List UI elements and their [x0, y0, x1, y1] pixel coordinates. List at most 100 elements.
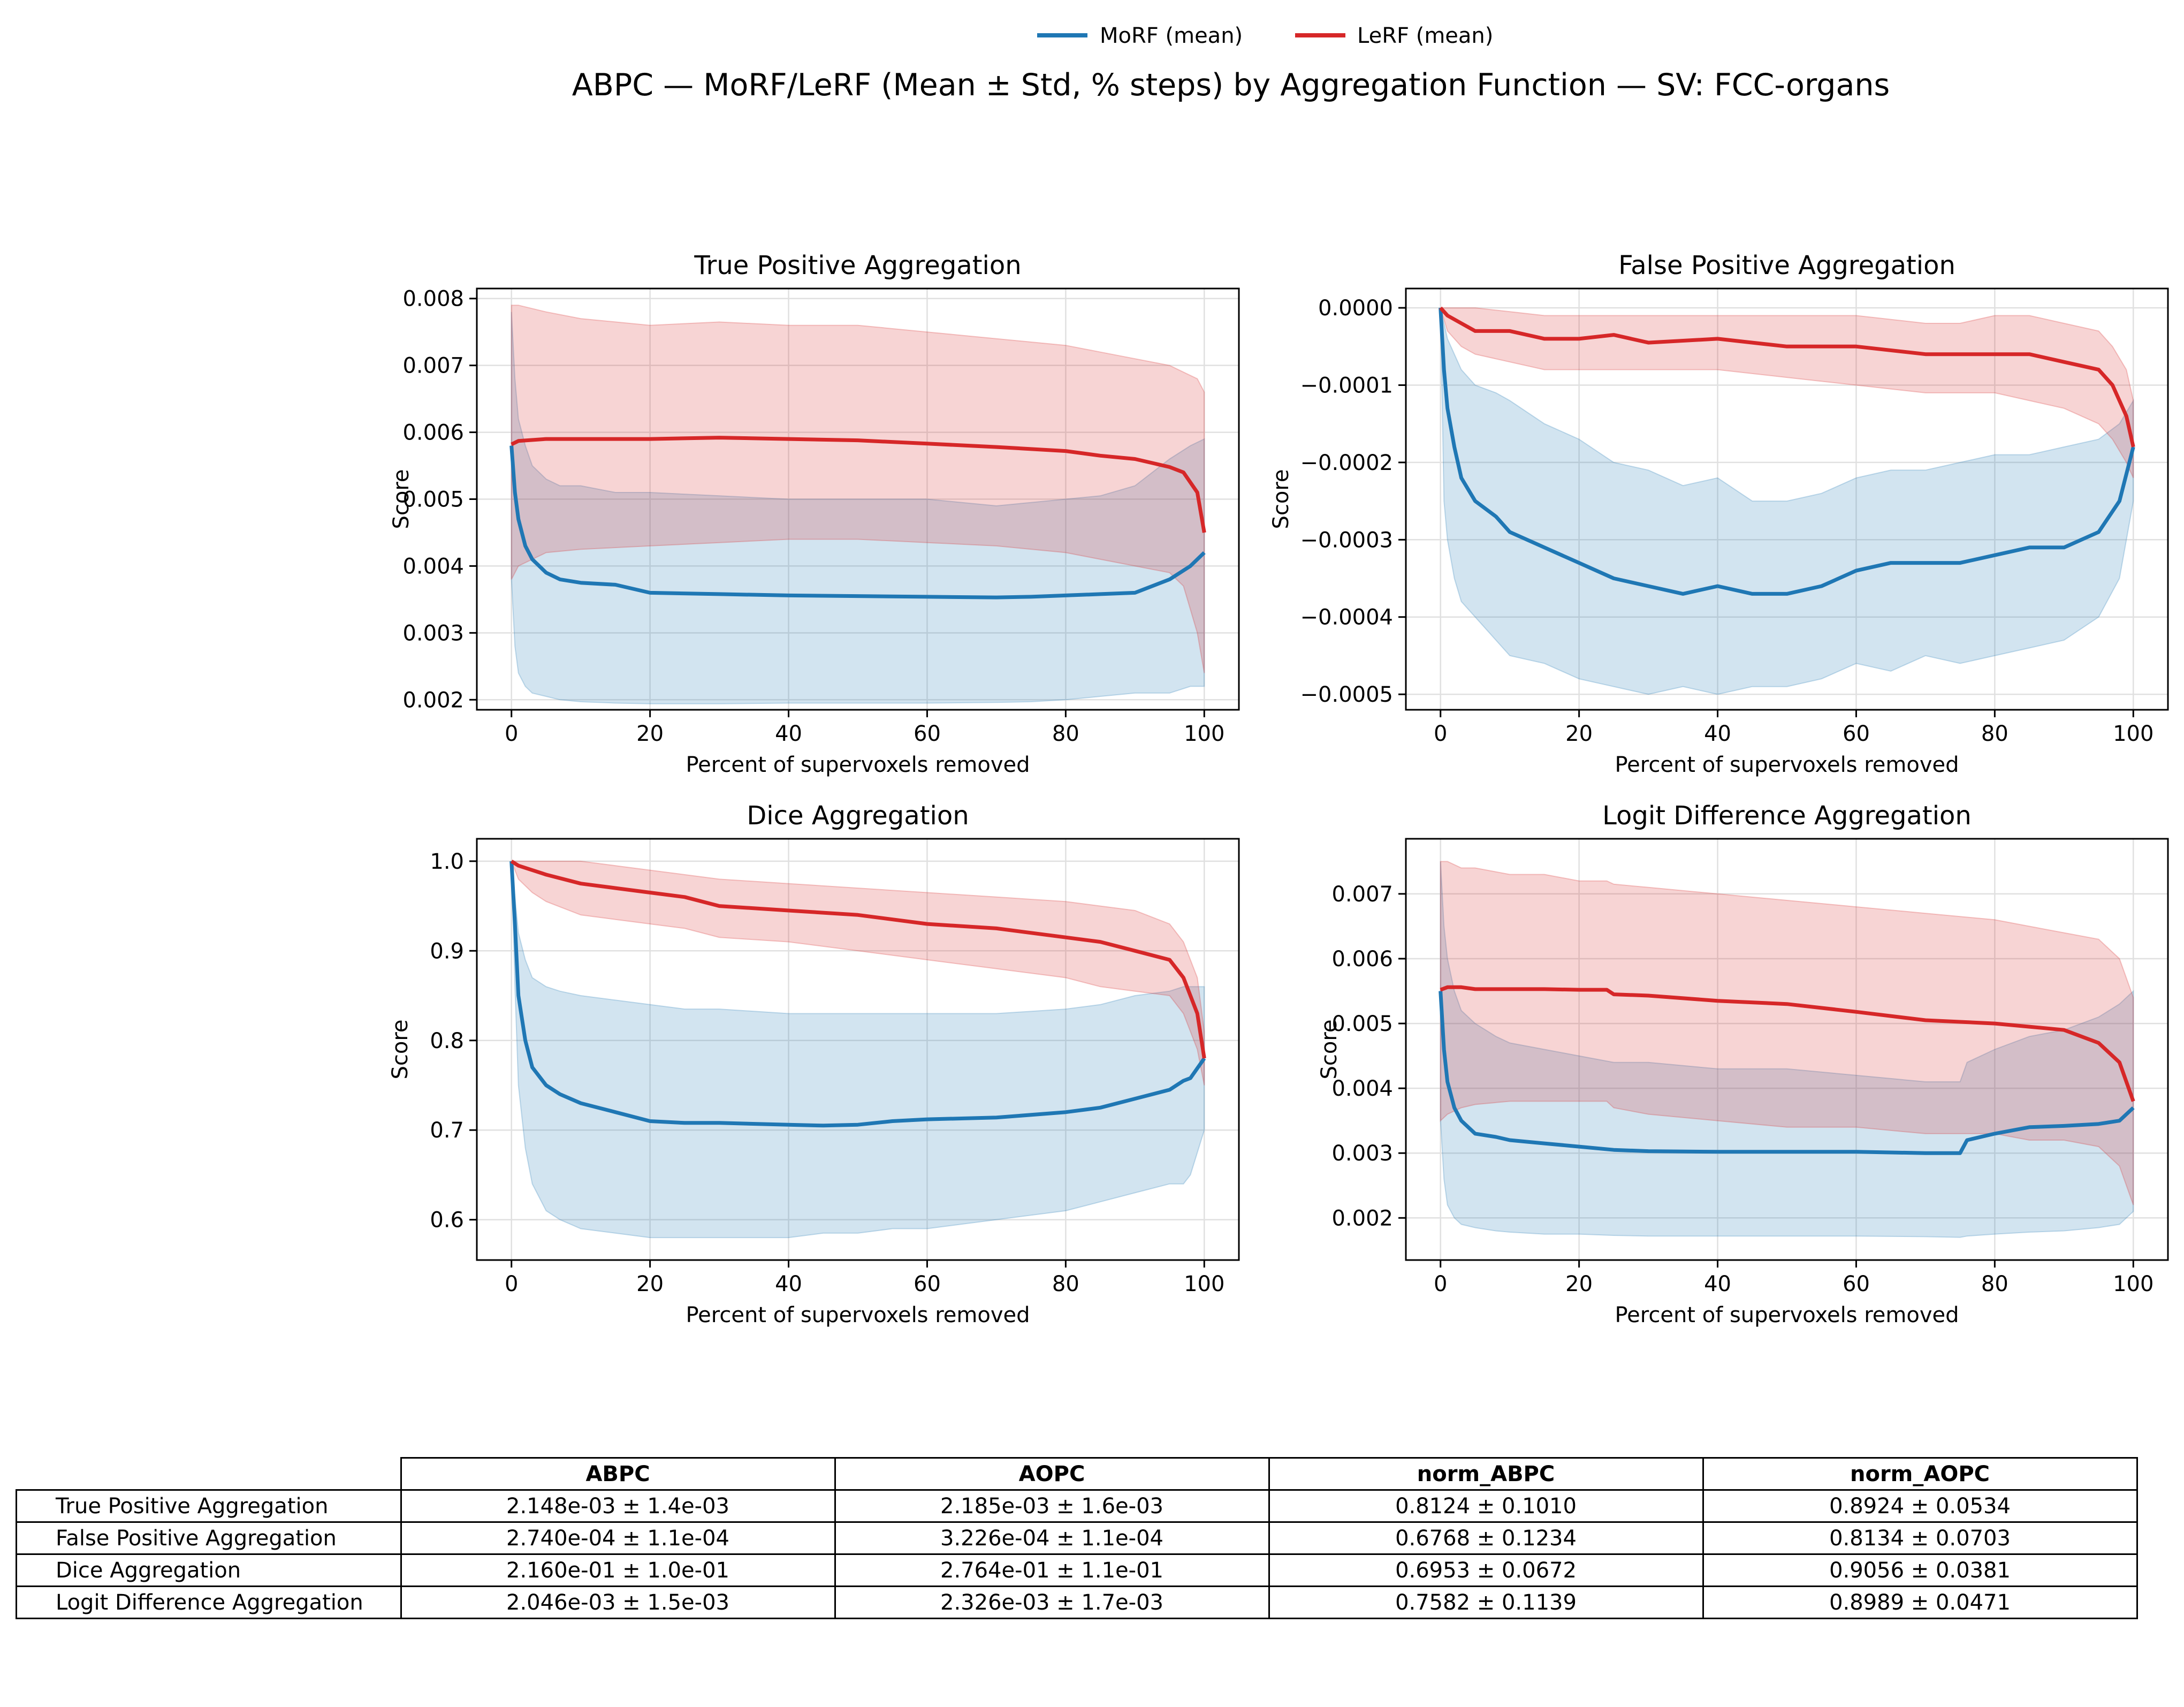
x-tick-label: 40: [1704, 1272, 1731, 1296]
morf-std-band: [511, 312, 1205, 704]
y-tick-label: 0.8: [430, 1029, 464, 1053]
subplot-title-dice: Dice Aggregation: [747, 801, 969, 831]
x-tick-label: 60: [1843, 1272, 1870, 1296]
x-tick-label: 100: [1184, 722, 1224, 746]
y-tick-label: 0.005: [1331, 1012, 1393, 1036]
y-tick-label: 0.006: [402, 421, 464, 445]
x-tick-label: 80: [1052, 1272, 1079, 1296]
y-tick-label: 0.9: [430, 939, 464, 963]
morf-std-band: [1440, 861, 2134, 1238]
x-tick-label: 20: [636, 1272, 664, 1296]
y-tick-label: −0.0003: [1300, 528, 1393, 552]
cell-value: 2.046e-03 ± 1.5e-03: [400, 1585, 836, 1619]
y-tick-label: 0.7: [430, 1118, 464, 1143]
x-tick-label: 0: [1434, 1272, 1447, 1296]
morf-mean-line: [509, 445, 1206, 600]
cell-value: 2.185e-03 ± 1.6e-03: [834, 1489, 1270, 1523]
y-tick-label: 0.007: [1331, 882, 1393, 907]
x-tick-label: 40: [775, 1272, 802, 1296]
x-tick-label: 100: [2113, 1272, 2153, 1296]
row-label: True Positive Aggregation: [16, 1489, 402, 1523]
y-tick-label: 0.006: [1331, 947, 1393, 972]
x-tick-label: 20: [1565, 1272, 1593, 1296]
legend-label-lerf: LeRF (mean): [1357, 24, 1493, 48]
col-header-abpc: ABPC: [400, 1457, 836, 1491]
y-axis-label: Score: [388, 1019, 413, 1079]
y-tick-label: 0.004: [402, 554, 464, 579]
legend-label-morf: MoRF (mean): [1100, 24, 1243, 48]
x-tick-label: 100: [1184, 1272, 1224, 1296]
subplot-false-positive: 0 20 40 60 80 100 0.0000 −0.0001 −0.0002 −0.0003 −…: [1269, 251, 2169, 777]
cell-value: 3.226e-04 ± 1.1e-04: [834, 1521, 1270, 1555]
row-label: Dice Aggregation: [16, 1553, 402, 1587]
table-row: False Positive Aggregation 2.740e-04 ± 1…: [16, 1521, 2138, 1555]
x-tick-label: 100: [2113, 722, 2153, 746]
table-header-row: ABPC AOPC norm_ABPC norm_AOPC: [16, 1457, 2138, 1491]
cell-value: 2.148e-03 ± 1.4e-03: [400, 1489, 836, 1523]
y-tick-label: 0.008: [402, 287, 464, 312]
lerf-mean-line: [1440, 985, 2135, 1102]
figure-title: ABPC — MoRF/LeRF (Mean ± Std, % steps) b…: [572, 67, 1890, 103]
x-tick-label: 80: [1052, 722, 1079, 746]
morf-mean-line: [1439, 991, 2135, 1155]
metrics-table: ABPC AOPC norm_ABPC norm_AOPC True Posit…: [16, 1457, 2138, 1619]
y-tick-label: 0.0000: [1318, 296, 1393, 321]
y-tick-label: 0.004: [1331, 1076, 1393, 1101]
lerf-mean-line: [510, 859, 1206, 1059]
x-tick-label: 40: [775, 722, 802, 746]
cell-value: 2.764e-01 ± 1.1e-01: [834, 1553, 1270, 1587]
table-row: Logit Difference Aggregation 2.046e-03 ±…: [16, 1585, 2138, 1619]
x-tick-label: 40: [1704, 722, 1731, 746]
lerf-mean-line: [1439, 306, 2135, 447]
x-tick-label: 60: [914, 722, 941, 746]
y-tick-label: −0.0004: [1300, 605, 1393, 630]
x-axis-label: Percent of supervoxels removed: [686, 1303, 1030, 1327]
col-header-norm-abpc: norm_ABPC: [1268, 1457, 1704, 1491]
cell-value: 0.8989 ± 0.0471: [1702, 1585, 2138, 1619]
y-tick-label: 1.0: [430, 849, 464, 874]
cell-value: 0.8924 ± 0.0534: [1702, 1489, 2138, 1523]
x-tick-label: 60: [1843, 722, 1870, 746]
subplot-title-true-positive: True Positive Aggregation: [694, 251, 1021, 280]
y-axis-label: Score: [1317, 1019, 1342, 1079]
y-tick-label: 0.003: [1331, 1141, 1393, 1166]
x-tick-label: 20: [1565, 722, 1593, 746]
y-tick-label: 0.6: [430, 1208, 464, 1233]
table-row: True Positive Aggregation 2.148e-03 ± 1.…: [16, 1489, 2138, 1523]
x-axis-label: Percent of supervoxels removed: [1615, 753, 1959, 777]
y-tick-label: −0.0005: [1300, 682, 1393, 707]
cell-value: 2.740e-04 ± 1.1e-04: [400, 1521, 836, 1555]
x-tick-label: 0: [505, 1272, 518, 1296]
y-tick-label: 0.005: [402, 488, 464, 512]
cell-value: 0.6953 ± 0.0672: [1268, 1553, 1704, 1587]
x-axis-label: Percent of supervoxels removed: [1615, 1303, 1959, 1327]
x-tick-label: 80: [1981, 1272, 2008, 1296]
y-tick-label: 0.002: [402, 688, 464, 712]
cell-value: 0.8134 ± 0.0703: [1702, 1521, 2138, 1555]
axes-frame: [476, 838, 1240, 1261]
row-label: False Positive Aggregation: [16, 1521, 402, 1555]
y-tick-label: 0.003: [402, 621, 464, 646]
morf-mean-line: [1439, 307, 2135, 596]
y-tick-label: −0.0001: [1300, 374, 1393, 398]
cell-value: 0.7582 ± 0.1139: [1268, 1585, 1704, 1619]
x-tick-label: 0: [505, 722, 518, 746]
y-axis-label: Score: [389, 469, 414, 529]
lerf-mean-line: [511, 436, 1206, 533]
y-axis-label: Score: [1269, 469, 1293, 529]
legend: MoRF (mean) LeRF (mean): [1037, 24, 1493, 48]
col-header-norm-aopc: norm_AOPC: [1702, 1457, 2138, 1491]
subplot-title-false-positive: False Positive Aggregation: [1618, 251, 1955, 280]
x-tick-label: 20: [636, 722, 664, 746]
cell-value: 0.6768 ± 0.1234: [1268, 1521, 1704, 1555]
y-tick-label: 0.002: [1331, 1206, 1393, 1231]
y-tick-label: −0.0002: [1300, 451, 1393, 475]
lerf-std-band: [511, 305, 1205, 673]
morf-mean-line: [509, 861, 1206, 1128]
axes-frame: [1405, 838, 2169, 1261]
cell-value: 0.9056 ± 0.0381: [1702, 1553, 2138, 1587]
cell-value: 2.326e-03 ± 1.7e-03: [834, 1585, 1270, 1619]
col-header-aopc: AOPC: [834, 1457, 1270, 1491]
cell-value: 0.8124 ± 0.1010: [1268, 1489, 1704, 1523]
